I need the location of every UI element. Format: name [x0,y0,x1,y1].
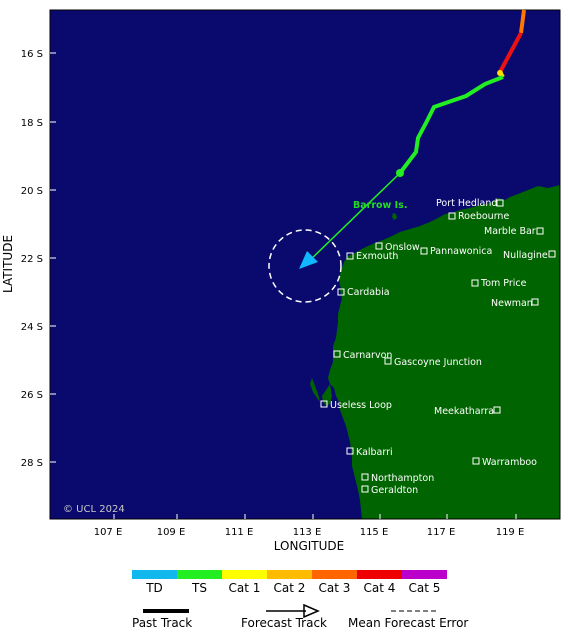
place-label: Pannawonica [430,246,492,257]
forecast-arrow-head [299,251,318,269]
place-marker [346,252,354,260]
past-position-marker [497,70,503,76]
place-marker [337,288,345,296]
place-label: Port Hedland [436,198,497,209]
intensity-legend: TD TS Cat 1 Cat 2 Cat 3 Cat 4 Cat 5 [132,570,447,595]
legend-category-label: TD [145,581,163,595]
legend-category-label: Cat 2 [274,581,306,595]
forecast-error-circle [268,229,342,303]
forecast-track-line [305,172,401,265]
place-label: Nullagine [503,250,548,261]
lon-tick-label: 115 E [360,527,389,538]
lon-tick-label: 117 E [427,527,456,538]
place-label: Kalbarri [356,447,393,458]
place-marker [384,357,392,365]
past-track-ts [398,75,504,175]
place-marker [548,250,556,258]
place-label: Tom Price [480,278,527,289]
land-dirk-hartog [310,378,320,402]
lat-tick-label: 24 S [21,322,43,333]
error-label: Mean Forecast Error [348,616,468,630]
lat-tick-label: 22 S [21,254,43,265]
barrow-island [392,213,397,220]
past-track-label: Past Track [132,616,192,630]
place-label: Carnarvon [343,350,392,361]
place-markers: Port Hedland Roebourne Marble Bar Onslow Pan… [320,198,556,496]
place-label: Marble Bar [484,226,536,237]
barrow-island-label: Barrow Is. [353,200,407,211]
lon-tick-label: 109 E [157,527,186,538]
place-label: Gascoyne Junction [394,357,482,368]
place-marker [361,473,369,481]
place-label: Warramboo [482,457,537,468]
place-label: Meekatharra [434,406,494,417]
forecast-track-arrow-sample [303,603,320,619]
copyright-label: © UCL 2024 [63,504,125,515]
place-marker [333,350,341,358]
place-marker [471,279,479,287]
legend-category-label: Cat 1 [229,581,261,595]
lon-tick-label: 107 E [94,527,123,538]
legend-category-label: Cat 4 [364,581,396,595]
legend-swatch [222,570,267,579]
place-label: Cardabia [347,287,390,298]
lon-tick-label: 119 E [496,527,525,538]
lat-tick-label: 26 S [21,390,43,401]
place-label: Geraldton [371,485,418,496]
past-track-cat4 [498,32,523,73]
y-axis-label: LATITUDE [1,235,15,293]
latitude-ticks: 16 S 18 S 20 S 22 S 24 S 26 S 28 S [21,49,56,469]
lat-tick-label: 28 S [21,458,43,469]
land-western-australia [328,185,560,519]
place-marker [531,298,539,306]
place-marker [536,227,544,235]
place-marker [472,457,480,465]
past-track-cat3 [519,9,526,34]
place-marker [420,247,428,255]
lon-tick-label: 113 E [293,527,322,538]
legend-category-label: Cat 5 [409,581,441,595]
legend-swatch [357,570,402,579]
lat-tick-label: 16 S [21,49,43,60]
place-marker [493,406,501,414]
place-marker [346,447,354,455]
x-axis-label: LONGITUDE [274,539,344,553]
lat-tick-label: 18 S [21,118,43,129]
place-marker [361,485,369,493]
forecast-track-label: Forecast Track [241,616,327,630]
place-marker [496,199,504,207]
legend-swatch [312,570,357,579]
legend-category-label: TS [191,581,207,595]
legend-swatch [177,570,222,579]
legend-swatch [267,570,312,579]
lat-tick-label: 20 S [21,186,43,197]
place-marker [320,400,328,408]
place-label: Northampton [371,473,434,484]
place-label: Onslow [385,242,420,253]
place-label: Roebourne [458,211,509,222]
place-label: Newman [491,298,533,309]
legend-swatch [402,570,447,579]
place-label: Useless Loop [330,400,392,411]
land-exmouth-peninsula [339,254,353,290]
lon-tick-label: 111 E [225,527,254,538]
place-label: Exmouth [356,251,398,262]
longitude-ticks: 107 E 109 E 111 E 113 E 115 E 117 E 119 E [94,514,525,538]
place-marker [448,212,456,220]
legend-swatch [132,570,177,579]
legend-category-label: Cat 3 [319,581,351,595]
place-marker [375,242,383,250]
